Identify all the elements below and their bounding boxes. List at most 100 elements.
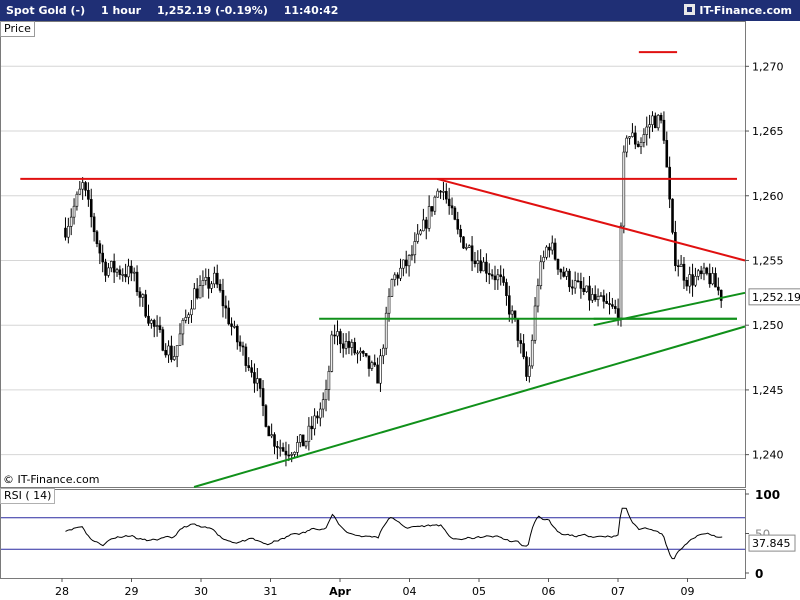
candle-body bbox=[341, 343, 345, 349]
price-tick-label: 1,245 bbox=[752, 384, 784, 397]
candle-body bbox=[579, 281, 583, 289]
last-price-box bbox=[748, 288, 800, 306]
candle-body bbox=[339, 331, 342, 345]
candle-body bbox=[493, 275, 497, 281]
candle-body bbox=[256, 378, 259, 384]
candle-body bbox=[319, 408, 322, 419]
candle-body bbox=[370, 362, 374, 369]
candle-body bbox=[691, 274, 694, 286]
candle-body bbox=[719, 289, 723, 301]
candle-body bbox=[576, 280, 580, 282]
candle-body bbox=[711, 273, 714, 285]
candle-body bbox=[118, 269, 122, 275]
candle-body bbox=[694, 275, 697, 286]
resistance-trendline bbox=[437, 177, 746, 262]
rsi-tick-label: 100 bbox=[755, 488, 780, 502]
candle-body bbox=[519, 340, 523, 344]
candle-body bbox=[505, 282, 508, 296]
candle-body bbox=[536, 285, 540, 307]
candle-body bbox=[75, 193, 79, 207]
candle-body bbox=[470, 245, 474, 262]
candle-body bbox=[382, 347, 385, 357]
candle-body bbox=[178, 333, 182, 346]
candle-body bbox=[533, 305, 537, 341]
support-trendline bbox=[593, 291, 746, 327]
candle-body bbox=[278, 447, 282, 449]
candle-body bbox=[109, 260, 113, 269]
candle-body bbox=[353, 342, 356, 354]
candle-body bbox=[69, 216, 73, 227]
candle-body bbox=[387, 296, 391, 314]
candle-body bbox=[124, 274, 127, 278]
candle-body bbox=[419, 230, 422, 235]
x-tick-label: Apr bbox=[329, 585, 351, 598]
candle-body bbox=[181, 319, 185, 335]
rsi-plot-area bbox=[0, 489, 746, 579]
candle-body bbox=[230, 323, 233, 327]
candle-body bbox=[668, 166, 671, 200]
candle-body bbox=[487, 272, 491, 275]
candle-body bbox=[158, 325, 162, 330]
x-tick-label: 31 bbox=[264, 585, 278, 598]
candle-body bbox=[636, 143, 640, 147]
candle-body bbox=[407, 255, 411, 267]
candle-body bbox=[310, 425, 314, 430]
candle-body bbox=[427, 206, 431, 229]
candle-body bbox=[376, 364, 379, 384]
candle-body bbox=[384, 312, 388, 349]
price-tick-label: 1,265 bbox=[752, 125, 784, 138]
title-bar: Spot Gold (-) 1 hour 1,252.19 (-0.19%) 1… bbox=[0, 0, 800, 21]
candle-body bbox=[204, 277, 208, 281]
candle-body bbox=[72, 205, 76, 218]
candle-body bbox=[473, 260, 477, 264]
candle-body bbox=[187, 314, 190, 318]
candle-body bbox=[665, 140, 669, 168]
candle-body bbox=[402, 259, 405, 269]
candle-body bbox=[215, 272, 219, 285]
brand-label: IT-Finance.com bbox=[699, 4, 792, 17]
candle-body bbox=[570, 286, 574, 289]
candle-body bbox=[241, 345, 245, 348]
candle-body bbox=[682, 263, 686, 281]
candle-body bbox=[170, 345, 173, 360]
candle-body bbox=[92, 216, 96, 233]
candle-body bbox=[671, 198, 674, 233]
candle-body bbox=[550, 242, 554, 251]
candle-body bbox=[656, 114, 660, 129]
candle-body bbox=[702, 267, 706, 275]
candle-body bbox=[270, 434, 273, 437]
candle-body bbox=[465, 247, 468, 249]
candle-body bbox=[628, 136, 631, 139]
x-tick-label: 06 bbox=[542, 585, 556, 598]
candle-body bbox=[227, 307, 230, 325]
candle-body bbox=[499, 274, 503, 277]
candle-body bbox=[364, 353, 368, 357]
candle-body bbox=[404, 259, 408, 267]
rsi-panel-title: RSI ( 14) bbox=[0, 488, 56, 504]
candle-body bbox=[410, 254, 414, 257]
candle-body bbox=[112, 260, 116, 273]
candle-body bbox=[367, 355, 371, 369]
candle-body bbox=[347, 341, 351, 348]
candle-body bbox=[619, 225, 623, 319]
price-tick-label: 1,250 bbox=[752, 319, 784, 332]
candle-body bbox=[201, 280, 205, 287]
candle-body bbox=[290, 454, 293, 456]
candle-body bbox=[316, 415, 319, 419]
candle-body bbox=[132, 271, 136, 274]
candle-body bbox=[81, 182, 84, 190]
candle-body bbox=[639, 141, 643, 147]
x-tick-label: 29 bbox=[125, 585, 139, 598]
candle-body bbox=[233, 326, 236, 328]
candle-body bbox=[141, 294, 145, 298]
candle-body bbox=[235, 326, 239, 343]
candle-body bbox=[485, 261, 488, 274]
candle-body bbox=[705, 267, 709, 274]
candle-body bbox=[379, 355, 382, 384]
candle-body bbox=[648, 124, 651, 128]
candle-body bbox=[264, 405, 268, 427]
last-price-label: 1,252.19 bbox=[752, 291, 800, 304]
candle-body bbox=[613, 306, 617, 309]
candle-body bbox=[293, 452, 296, 455]
candle-body bbox=[430, 206, 434, 212]
